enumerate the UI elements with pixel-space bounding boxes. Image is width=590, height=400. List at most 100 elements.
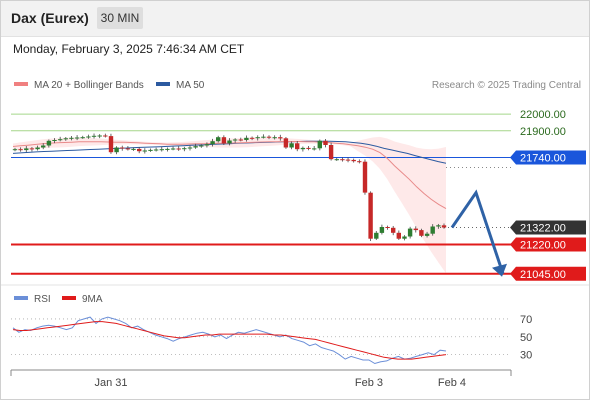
candle-body (91, 135, 97, 137)
candle-body (430, 226, 435, 234)
pivot-level-tag (510, 150, 586, 165)
bollinger-band-area (13, 136, 446, 274)
candle-body (317, 140, 322, 149)
legend-rsi: RSI (14, 294, 51, 306)
candle-body (255, 137, 260, 139)
rsi-swatch (14, 296, 28, 301)
candle-body (80, 137, 85, 139)
candle-body (74, 137, 80, 139)
candle-body (148, 149, 153, 151)
candle-body (334, 159, 339, 161)
candle-body (210, 141, 215, 145)
candle-body (69, 137, 74, 139)
candle-body (63, 138, 68, 140)
candle-body (441, 225, 447, 228)
support-level-label: 21045.00 (520, 269, 566, 281)
last-level-tag (510, 220, 586, 235)
resistance-level-label: 21900.00 (520, 126, 566, 138)
candle-body (193, 146, 198, 148)
candlestick-series (12, 133, 447, 242)
candle-body (283, 138, 289, 148)
chart-header: Dax (Eurex) 30 MIN (0, 0, 590, 37)
candle-body (345, 159, 351, 161)
candle-body (407, 228, 413, 237)
last-level-label: 21322.00 (520, 222, 566, 234)
candle-body (216, 137, 221, 142)
legend-ma50: MA 50 (156, 80, 204, 92)
support-level-label: 21220.00 (520, 240, 566, 252)
candle-body (351, 159, 356, 162)
candle-body (204, 144, 210, 146)
candle-body (97, 135, 102, 137)
candle-body (323, 140, 328, 145)
candle-body (52, 140, 57, 141)
candle-body (24, 148, 29, 151)
candle-body (18, 149, 23, 151)
forecast-arrow-head (492, 263, 507, 277)
candle-body (125, 148, 131, 150)
candle-body (244, 137, 249, 140)
candle-body (379, 227, 385, 233)
x-axis-tick-label: Jan 31 (94, 377, 127, 389)
candle-body (86, 136, 91, 138)
candle-body (46, 140, 52, 146)
candle-body (131, 148, 136, 150)
rsi-tick-label: 70 (520, 314, 532, 326)
candle-body (261, 136, 266, 138)
legend-ma20-label: MA 20 + Bollinger Bands (34, 80, 144, 91)
candle-body (436, 225, 441, 227)
candle-body (374, 232, 379, 239)
timeframe-button[interactable]: 30 MIN (97, 7, 143, 29)
candle-body (424, 233, 430, 236)
candle-body (391, 227, 396, 233)
candle-body (159, 149, 164, 151)
chart-datetime: Monday, February 3, 2025 7:46:34 AM CET (13, 42, 245, 56)
candle-body (12, 149, 18, 151)
candle-body (312, 148, 317, 150)
candle-body (306, 147, 311, 149)
candle-body (357, 161, 362, 163)
candle-body (137, 148, 142, 152)
candle-body (227, 140, 232, 144)
legend-ma50-label: MA 50 (176, 80, 205, 91)
rsi-ma-line (12, 321, 447, 360)
instrument-title: Dax (Eurex) (11, 10, 89, 26)
candle-body (103, 135, 108, 137)
candle-body (182, 148, 187, 150)
candle-body (413, 228, 418, 231)
candle-body (153, 149, 159, 151)
candle-body (289, 143, 294, 148)
support-level-tag (510, 266, 586, 281)
candle-body (396, 232, 401, 239)
candle-body (419, 230, 424, 236)
candle-body (108, 136, 114, 153)
pivot-level-label: 21740.00 (520, 153, 566, 165)
x-axis-tick-label: Feb 4 (438, 377, 466, 389)
x-axis-tick-label: Feb 3 (355, 377, 383, 389)
candle-body (114, 147, 119, 153)
candle-body (35, 147, 40, 150)
legend-ma20-bollinger: MA 20 + Bollinger Bands (14, 80, 144, 92)
candle-body (295, 143, 300, 150)
candle-body (187, 147, 193, 149)
candle-body (272, 137, 277, 139)
ma50-swatch (156, 82, 170, 87)
rsi-tick-label: 50 (520, 332, 532, 344)
candle-body (385, 227, 390, 228)
candle-body (29, 148, 35, 150)
candle-body (199, 145, 204, 147)
rsi-line (12, 316, 447, 365)
candle-body (41, 145, 46, 148)
candle-body (120, 147, 125, 149)
candle-body (165, 148, 170, 150)
candle-body (142, 150, 147, 152)
candle-body (402, 236, 407, 239)
ma20-swatch (14, 82, 28, 87)
legend-rsi-label: RSI (34, 294, 51, 305)
candle-body (328, 145, 334, 160)
legend-rsi-ma-label: 9MA (82, 294, 103, 305)
candle-body (221, 137, 227, 144)
legend-rsi-ma: 9MA (62, 294, 103, 306)
candle-body (232, 139, 238, 141)
